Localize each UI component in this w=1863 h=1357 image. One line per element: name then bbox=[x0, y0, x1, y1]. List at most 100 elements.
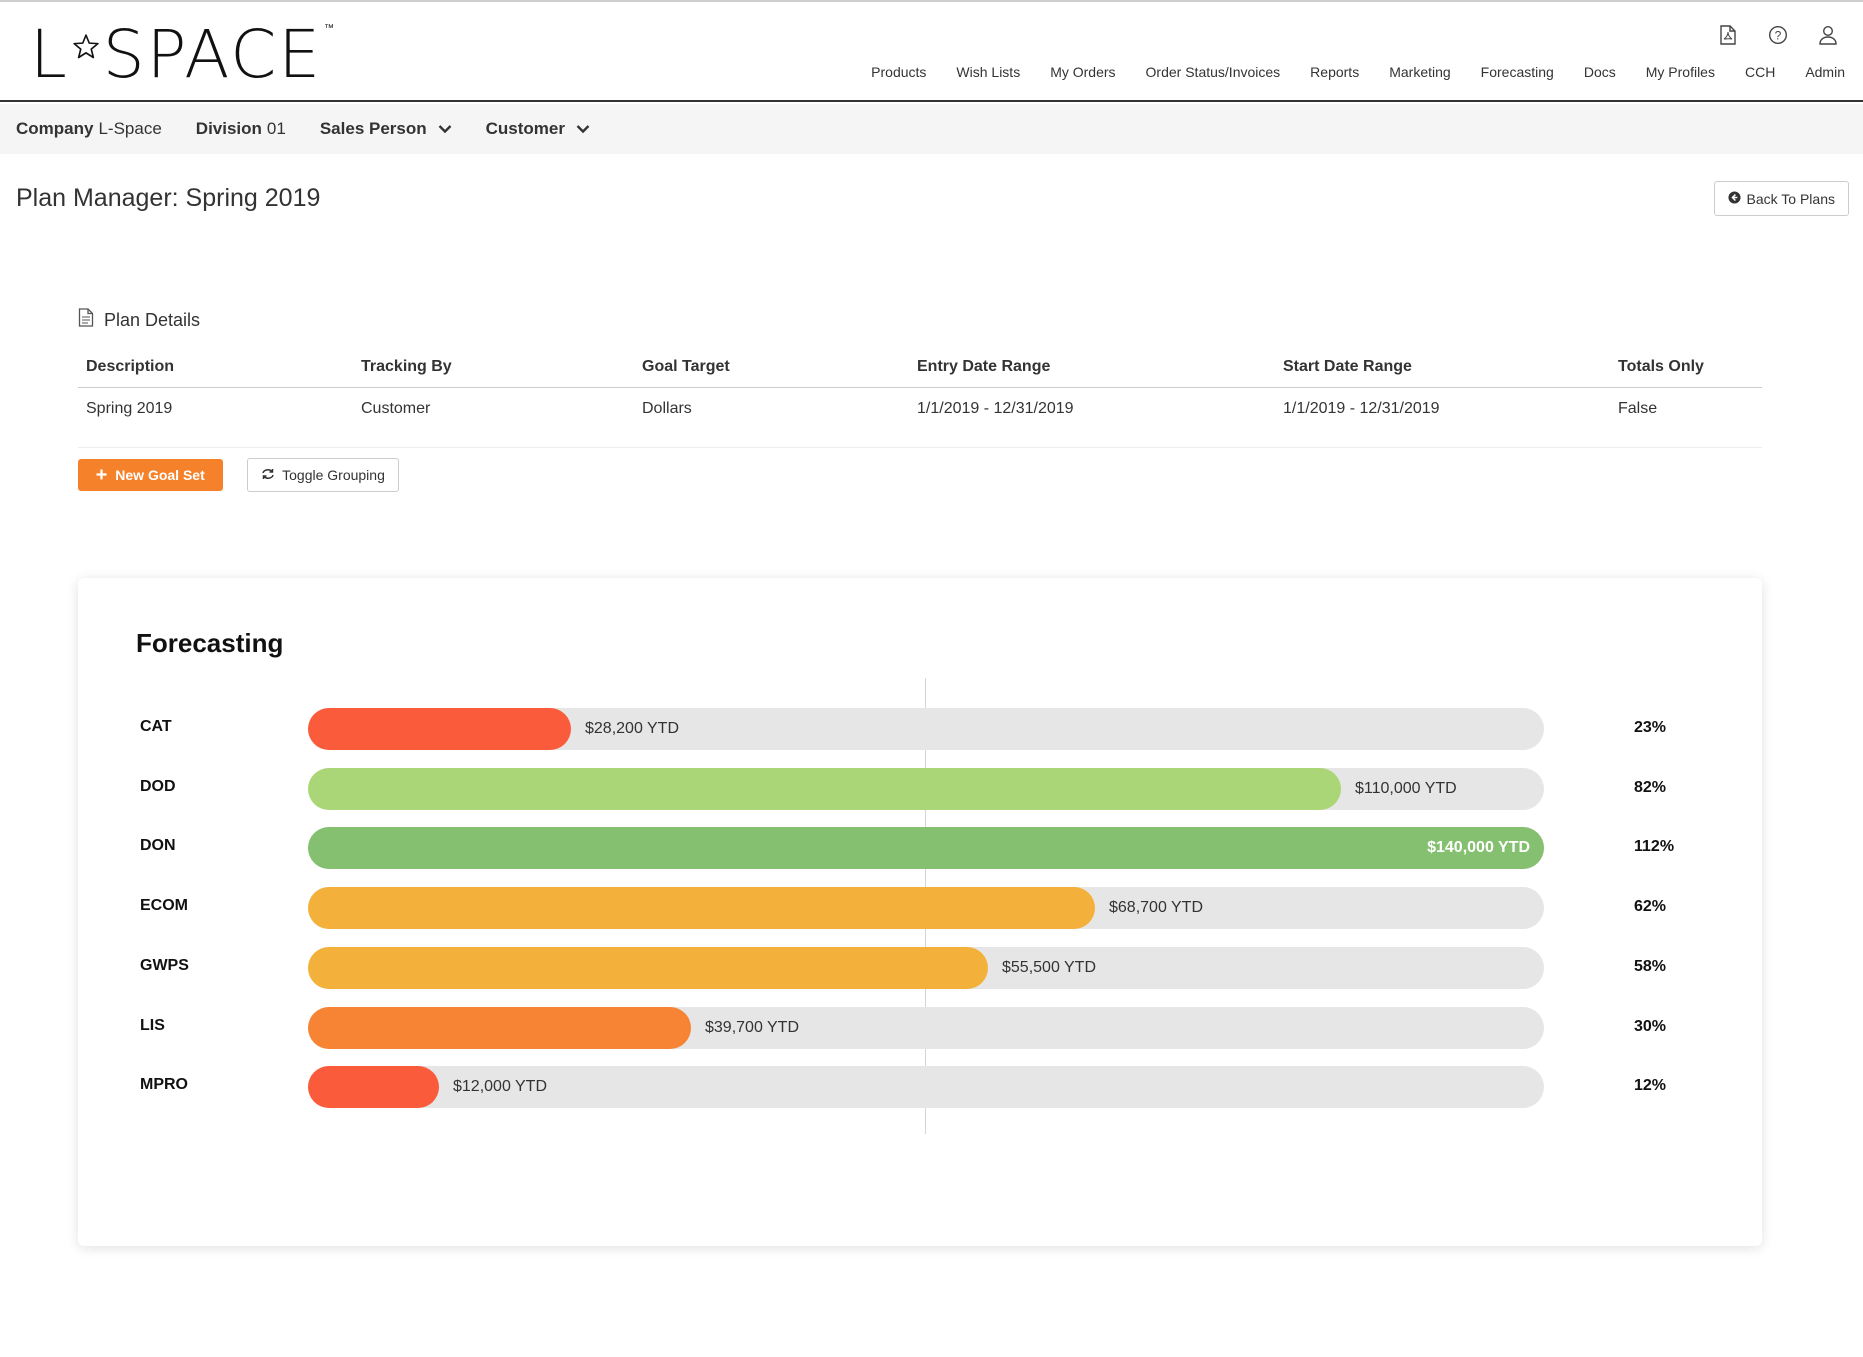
bar-value-label: $28,200 YTD bbox=[585, 720, 679, 737]
column-header: Entry Date Range bbox=[917, 358, 1051, 375]
bar-category-label: MPRO bbox=[140, 1076, 188, 1094]
toggle-grouping-label: Toggle Grouping bbox=[282, 467, 385, 483]
nav-wish-lists[interactable]: Wish Lists bbox=[956, 64, 1021, 80]
bar-percent-label: 23% bbox=[1634, 719, 1667, 736]
arrow-circle-left-icon bbox=[1727, 190, 1741, 207]
nav-docs[interactable]: Docs bbox=[1583, 64, 1616, 80]
customer-dropdown[interactable]: Customer bbox=[486, 119, 590, 139]
bar-percent-label: 112% bbox=[1634, 838, 1675, 856]
column-header: Goal Target bbox=[642, 358, 730, 375]
company-value: L-Space bbox=[98, 119, 162, 138]
forecasting-chart: CAT $28,200 YTD 23% DOD $110,000 YTD 82% DON $1… bbox=[78, 578, 1762, 1246]
table-cell: 1/1/2019 - 12/31/2019 bbox=[917, 400, 1074, 417]
bar-track: $39,700 YTD bbox=[308, 1006, 1544, 1049]
table-cell: Dollars bbox=[642, 400, 692, 417]
site-header: L SPACE ™ ? Products Wish Lists My Order… bbox=[0, 2, 1863, 102]
nav-order-status[interactable]: Order Status/Invoices bbox=[1145, 64, 1281, 80]
salesperson-dropdown[interactable]: Sales Person bbox=[320, 119, 452, 139]
bar-fill bbox=[308, 708, 571, 750]
chevron-down-icon bbox=[438, 124, 452, 134]
bar-fill bbox=[308, 827, 1544, 870]
table-cell: 1/1/2019 - 12/31/2019 bbox=[1283, 400, 1440, 417]
nav-reports[interactable]: Reports bbox=[1310, 64, 1360, 80]
bar-fill bbox=[308, 767, 1341, 810]
document-icon bbox=[78, 308, 94, 332]
toggle-grouping-button[interactable]: Toggle Grouping bbox=[247, 458, 399, 492]
table-row: Spring 2019 Customer Dollars 1/1/2019 - … bbox=[78, 388, 1762, 448]
bar-track: $12,000 YTD bbox=[308, 1066, 1544, 1109]
column-header: Description bbox=[86, 358, 175, 375]
logo[interactable]: L SPACE ™ bbox=[30, 20, 334, 90]
bar-fill bbox=[308, 1066, 439, 1109]
bar-track: $68,700 YTD bbox=[308, 887, 1544, 930]
plus-icon bbox=[96, 467, 107, 483]
bar-track: $110,000 YTD bbox=[308, 767, 1544, 810]
nav-products[interactable]: Products bbox=[871, 64, 927, 80]
top-border bbox=[0, 0, 1863, 2]
division-selector[interactable]: Division 01 bbox=[196, 119, 286, 139]
user-icon[interactable] bbox=[1815, 22, 1841, 48]
logo-text: SPACE bbox=[102, 16, 323, 93]
back-button-label: Back To Plans bbox=[1746, 190, 1835, 207]
table-cell: False bbox=[1618, 400, 1658, 417]
table-cell: Spring 2019 bbox=[86, 400, 173, 417]
division-label: Division bbox=[195, 119, 262, 138]
bar-value-label: $140,000 YTD bbox=[1427, 839, 1530, 857]
division-value: 01 bbox=[266, 119, 286, 138]
bar-value-label: $39,700 YTD bbox=[705, 1018, 799, 1036]
bar-percent-label: 12% bbox=[1634, 1077, 1667, 1095]
back-to-plans-button[interactable]: Back To Plans bbox=[1713, 181, 1849, 216]
bar-track: $55,500 YTD bbox=[308, 946, 1544, 989]
nav-my-orders[interactable]: My Orders bbox=[1050, 64, 1116, 80]
help-icon[interactable]: ? bbox=[1765, 22, 1791, 48]
forecasting-card: Forecasting CAT $28,200 YTD 23% DOD $110,000… bbox=[78, 578, 1762, 1246]
company-selector[interactable]: Company L-Space bbox=[16, 119, 162, 139]
forecasting-title: Forecasting bbox=[136, 628, 284, 658]
plan-details-section: Plan Details Description Tracking By Goa… bbox=[78, 308, 1762, 448]
pdf-icon[interactable] bbox=[1715, 22, 1741, 48]
chevron-down-icon bbox=[576, 124, 590, 134]
salesperson-label: Sales Person bbox=[319, 119, 427, 138]
company-label: Company bbox=[16, 119, 94, 138]
bar-value-label: $68,700 YTD bbox=[1109, 899, 1203, 917]
bar-category-label: GWPS bbox=[140, 956, 189, 974]
svg-text:?: ? bbox=[1775, 29, 1782, 43]
plan-details-title: Plan Details bbox=[104, 309, 201, 330]
new-goal-set-label: New Goal Set bbox=[115, 467, 205, 483]
bar-fill bbox=[308, 946, 988, 989]
table-header-row: Description Tracking By Goal Target Entr… bbox=[78, 348, 1762, 388]
plan-details-table: Description Tracking By Goal Target Entr… bbox=[78, 348, 1762, 448]
bar-percent-label: 58% bbox=[1634, 957, 1667, 975]
bar-percent-label: 82% bbox=[1634, 778, 1667, 796]
customer-label: Customer bbox=[485, 119, 565, 138]
bar-track: $140,000 YTD bbox=[308, 827, 1544, 870]
column-header: Totals Only bbox=[1618, 358, 1704, 375]
main-nav: Products Wish Lists My Orders Order Stat… bbox=[856, 64, 1853, 80]
refresh-icon bbox=[261, 467, 275, 483]
nav-admin[interactable]: Admin bbox=[1805, 64, 1845, 80]
new-goal-set-button[interactable]: New Goal Set bbox=[78, 459, 223, 491]
bar-percent-label: 62% bbox=[1634, 898, 1667, 916]
nav-marketing[interactable]: Marketing bbox=[1389, 64, 1451, 80]
nav-forecasting[interactable]: Forecasting bbox=[1480, 64, 1554, 80]
table-cell: Customer bbox=[361, 400, 431, 417]
bar-percent-label: 30% bbox=[1634, 1017, 1667, 1035]
bar-category-label: DOD bbox=[140, 777, 176, 795]
logo-star-icon bbox=[71, 16, 101, 86]
logo-letter: L bbox=[30, 16, 69, 93]
nav-my-profiles[interactable]: My Profiles bbox=[1645, 64, 1715, 80]
nav-cch[interactable]: CCH bbox=[1744, 64, 1776, 80]
bar-value-label: $12,000 YTD bbox=[453, 1078, 547, 1096]
plan-details-heading: Plan Details bbox=[78, 308, 1762, 332]
bar-category-label: DON bbox=[140, 837, 176, 855]
bar-value-label: $55,500 YTD bbox=[1002, 958, 1096, 976]
bar-category-label: LIS bbox=[140, 1016, 165, 1034]
column-header: Start Date Range bbox=[1283, 358, 1412, 375]
bar-category-label: CAT bbox=[140, 718, 172, 735]
logo-trademark: ™ bbox=[324, 23, 337, 34]
context-bar: Company L-Space Division 01 Sales Person… bbox=[0, 104, 1863, 154]
bar-fill bbox=[308, 887, 1095, 930]
column-header: Tracking By bbox=[361, 358, 452, 375]
bar-value-label: $110,000 YTD bbox=[1355, 779, 1457, 797]
bar-track: $28,200 YTD bbox=[308, 708, 1544, 750]
